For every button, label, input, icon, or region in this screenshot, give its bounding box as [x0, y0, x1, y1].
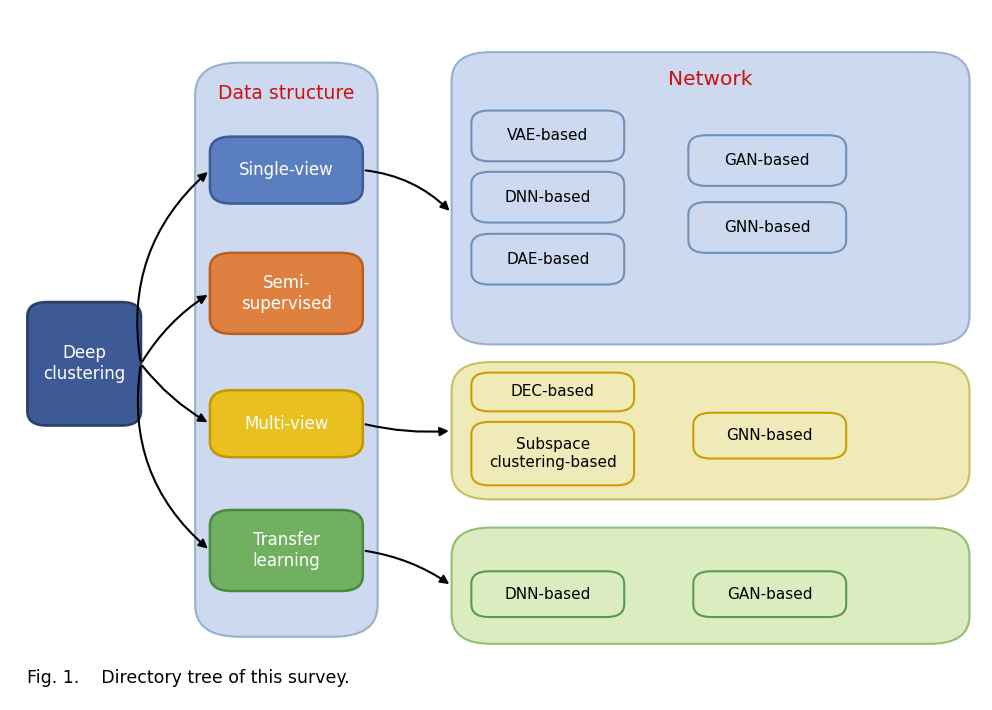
FancyBboxPatch shape: [210, 253, 363, 334]
Text: GAN-based: GAN-based: [727, 586, 812, 601]
FancyArrowPatch shape: [366, 170, 448, 209]
Text: VAE-based: VAE-based: [507, 129, 588, 143]
FancyBboxPatch shape: [693, 413, 846, 459]
FancyBboxPatch shape: [471, 572, 624, 617]
FancyBboxPatch shape: [471, 234, 624, 285]
Text: DEC-based: DEC-based: [511, 385, 594, 400]
FancyArrowPatch shape: [138, 366, 206, 547]
FancyBboxPatch shape: [210, 136, 363, 204]
FancyBboxPatch shape: [471, 172, 624, 222]
Text: Deep
clustering: Deep clustering: [43, 344, 125, 383]
Text: GNN-based: GNN-based: [724, 220, 810, 235]
Text: Transfer
learning: Transfer learning: [253, 531, 320, 570]
FancyBboxPatch shape: [451, 52, 969, 344]
Text: Semi-
supervised: Semi- supervised: [241, 274, 331, 313]
FancyBboxPatch shape: [693, 572, 846, 617]
Text: Subspace
clustering-based: Subspace clustering-based: [489, 437, 617, 470]
FancyBboxPatch shape: [471, 422, 634, 486]
FancyBboxPatch shape: [688, 135, 846, 186]
FancyBboxPatch shape: [210, 510, 363, 591]
Text: GAN-based: GAN-based: [724, 153, 810, 168]
FancyBboxPatch shape: [451, 528, 969, 644]
Text: GNN-based: GNN-based: [726, 428, 813, 443]
FancyBboxPatch shape: [451, 362, 969, 499]
FancyArrowPatch shape: [143, 366, 205, 421]
Text: DNN-based: DNN-based: [505, 586, 591, 601]
FancyBboxPatch shape: [688, 202, 846, 253]
FancyArrowPatch shape: [142, 296, 205, 361]
FancyArrowPatch shape: [137, 173, 206, 361]
Text: DAE-based: DAE-based: [506, 252, 589, 267]
Text: Data structure: Data structure: [218, 84, 354, 103]
FancyBboxPatch shape: [471, 373, 634, 411]
FancyBboxPatch shape: [28, 302, 141, 425]
Text: Multi-view: Multi-view: [244, 415, 328, 432]
Text: Fig. 1.    Directory tree of this survey.: Fig. 1. Directory tree of this survey.: [28, 670, 350, 687]
FancyBboxPatch shape: [195, 62, 378, 637]
Text: DNN-based: DNN-based: [505, 190, 591, 204]
Text: Single-view: Single-view: [239, 161, 333, 179]
FancyArrowPatch shape: [365, 425, 446, 435]
FancyBboxPatch shape: [210, 391, 363, 457]
FancyBboxPatch shape: [471, 111, 624, 161]
FancyArrowPatch shape: [366, 551, 447, 583]
Text: Network: Network: [669, 70, 753, 89]
